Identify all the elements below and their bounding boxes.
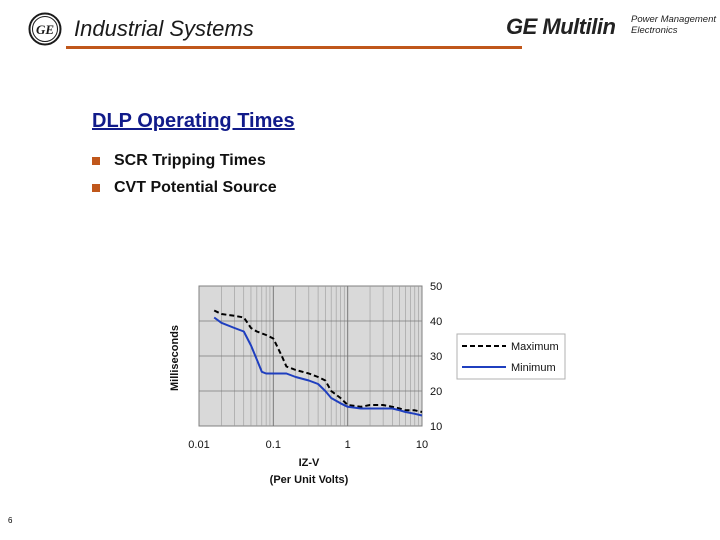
bullet-text: SCR Tripping Times [114, 152, 266, 169]
bullet-text: CVT Potential Source [114, 179, 277, 196]
bullet-item: CVT Potential Source [92, 179, 277, 206]
brand-subtitle-line2: Electronics [631, 25, 678, 36]
y-tick-label: 10 [430, 421, 442, 433]
brand-subtitle: Power Management Electronics [631, 14, 716, 36]
svg-text:GE: GE [36, 22, 54, 37]
x-tick-label: 0.1 [266, 439, 281, 451]
legend-box [456, 333, 566, 380]
ge-monogram-icon: GE [28, 12, 62, 46]
brand-subtitle-line1: Power Management [631, 14, 717, 25]
y-axis-label: Milliseconds [169, 325, 181, 391]
chart-legend: Maximum Minimum [456, 333, 566, 380]
legend-label: Minimum [511, 362, 556, 374]
x-tick-label: 0.01 [188, 439, 209, 451]
x-tick-label: 1 [345, 439, 351, 451]
page-number: 6 [8, 516, 13, 525]
y-tick-label: 40 [430, 316, 442, 328]
y-tick-label: 20 [430, 386, 442, 398]
bullet-item: SCR Tripping Times [92, 152, 277, 179]
series-line-minimum [213, 316, 423, 417]
header-title: Industrial Systems [74, 16, 254, 41]
x-tick-label: 10 [416, 439, 428, 451]
bullet-square-icon [92, 157, 100, 165]
x-axis-label: IZ-V [299, 457, 320, 469]
bullet-square-icon [92, 184, 100, 192]
x-axis-sublabel: (Per Unit Volts) [270, 474, 349, 486]
brand-name: GE Multilin [506, 14, 616, 39]
series-line-maximum [213, 309, 423, 413]
bullet-list: SCR Tripping Times CVT Potential Source [92, 152, 277, 206]
y-tick-label: 50 [430, 281, 442, 293]
header-rule [66, 46, 522, 49]
legend-label: Maximum [511, 341, 559, 353]
slide-title: DLP Operating Times [92, 110, 295, 132]
y-tick-label: 30 [430, 351, 442, 363]
